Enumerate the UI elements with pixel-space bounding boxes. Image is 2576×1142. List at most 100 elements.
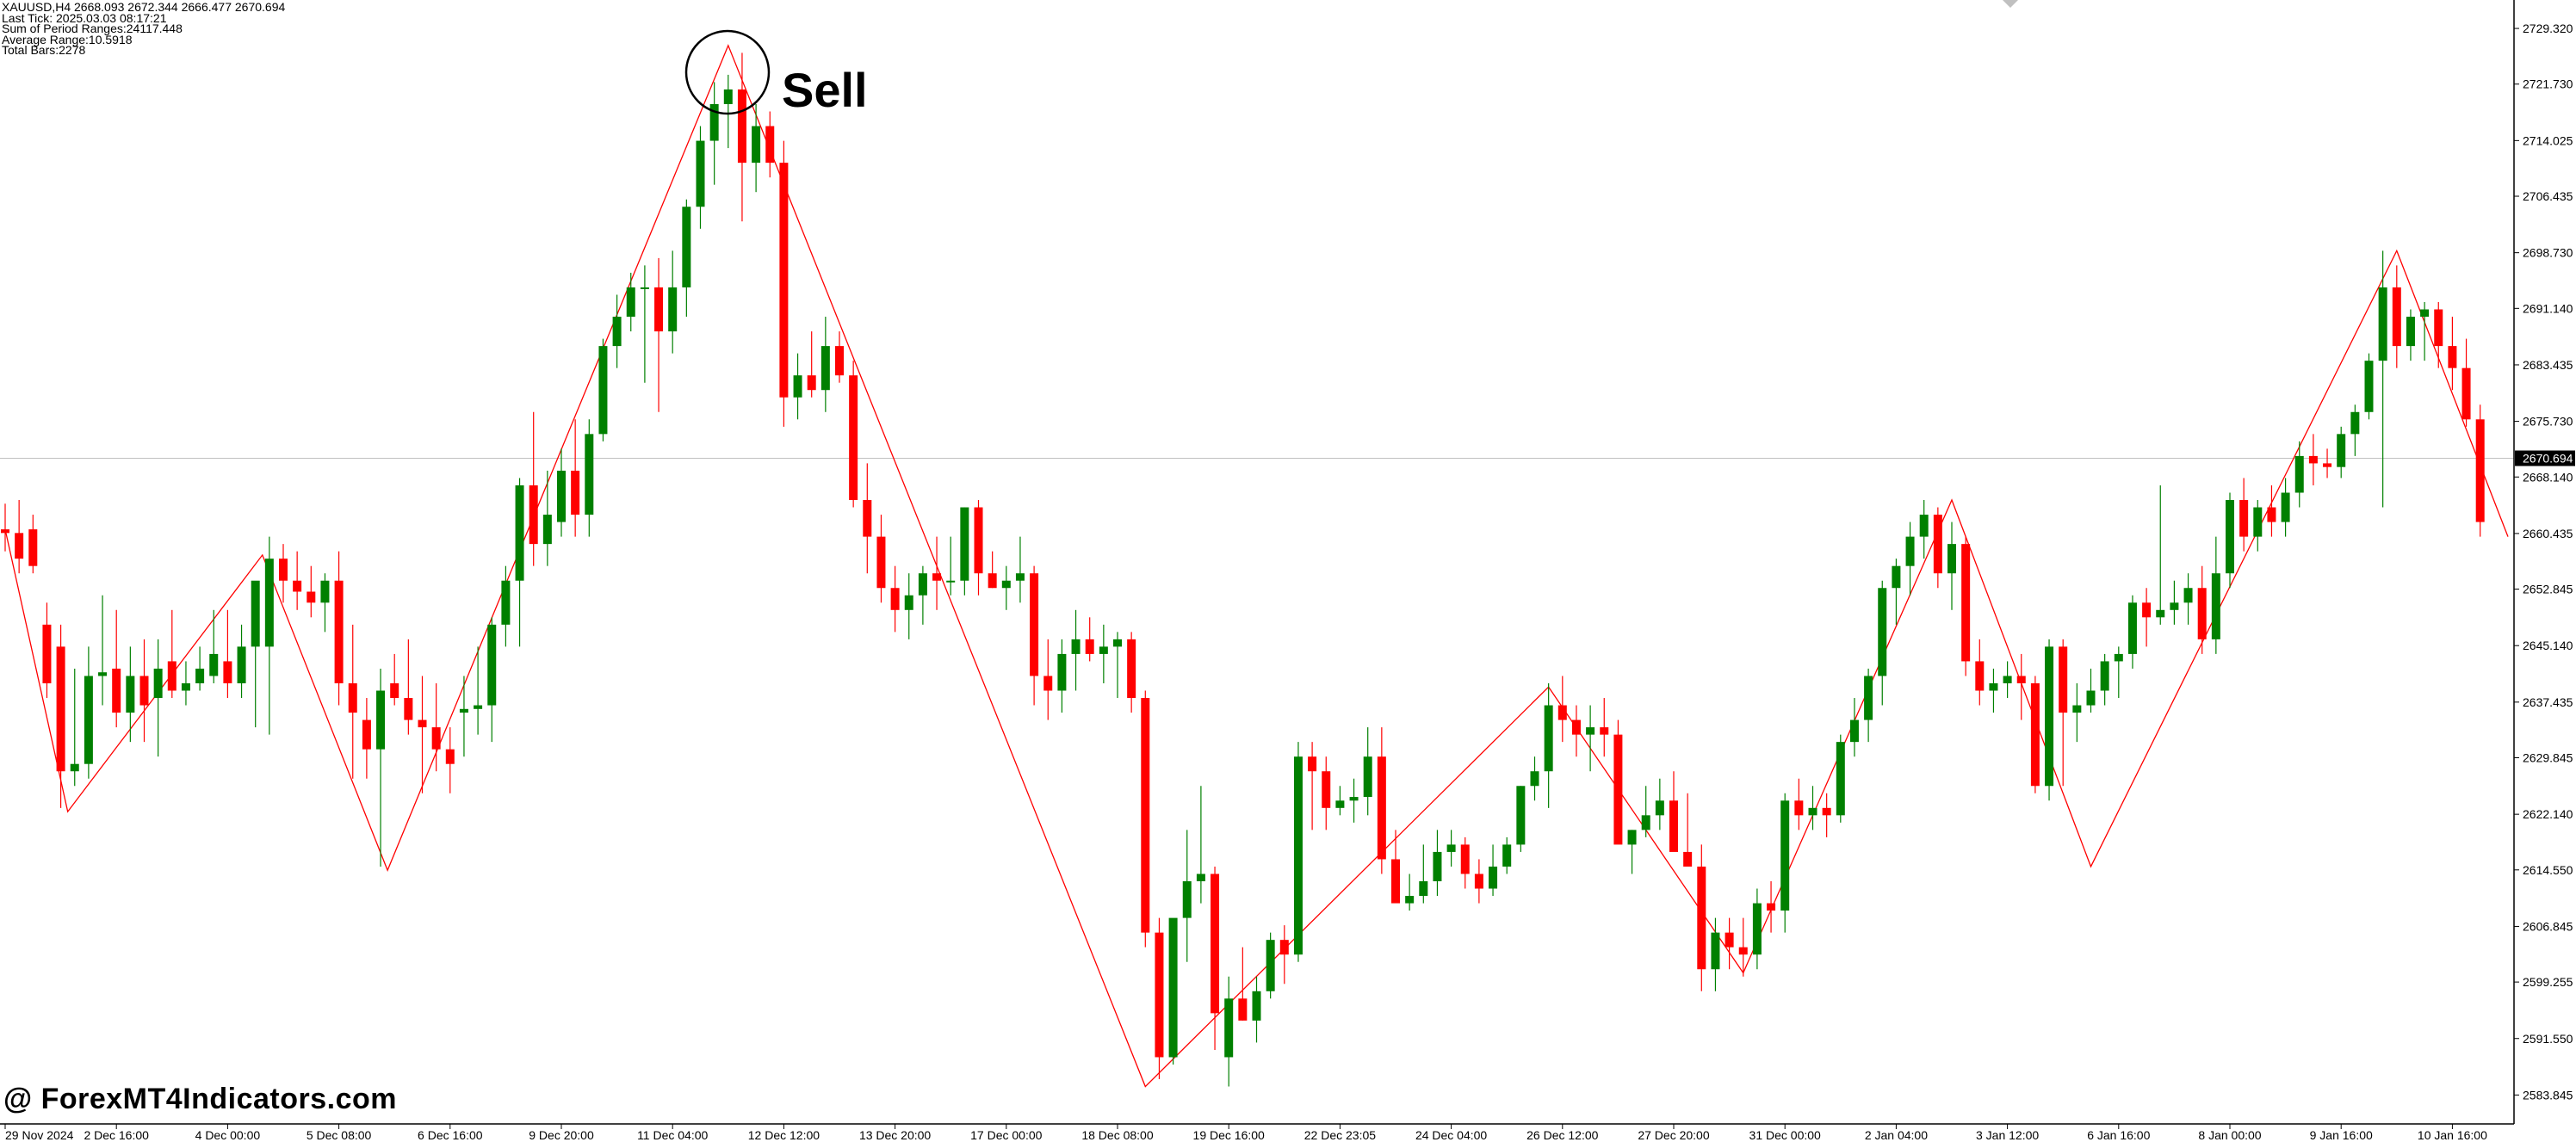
candle-body [1224,998,1234,1058]
candle [2350,404,2360,456]
candle-body [1252,991,1261,1021]
candle [723,74,733,149]
candle-body [1822,807,1831,816]
candle-body [752,126,761,164]
candle [1,503,9,552]
candle [2406,309,2415,361]
candle-body [571,470,580,515]
x-tick-label: 6 Dec 16:00 [418,1128,483,1142]
candle-body [112,668,121,713]
candle-body [376,690,386,750]
candle-body [1322,771,1331,808]
candle-body [2156,609,2165,618]
current-price-tag-bg [2515,450,2575,466]
candle [2475,404,2485,537]
candle-body [2170,602,2179,610]
y-tick-label: 2645.140 [2523,639,2573,652]
candle [1794,778,1804,830]
candle-body [2448,346,2457,368]
x-tick-label: 10 Jan 16:00 [2418,1128,2487,1142]
candle-body [1405,896,1415,904]
sum-ranges-line: Sum of Period Ranges:24117.448 [2,22,183,35]
candle [251,580,260,728]
y-tick-label: 2591.550 [2523,1032,2573,1046]
last-tick-line: Last Tick: 2025.03.03 08:17:21 [2,10,167,25]
candle-body [2239,500,2249,537]
candle-body [1489,866,1498,889]
candle [904,573,913,639]
candle-body [1293,756,1303,955]
candle [974,500,983,596]
candle [153,639,163,757]
candle [307,565,316,618]
candle-body [1030,573,1039,676]
candle-body [404,698,413,720]
candle [1878,580,1887,706]
candle [487,617,497,743]
candle-body [1919,515,1929,537]
candle-body [612,317,622,347]
candle [1196,786,1205,904]
candle-body [251,580,260,647]
candle-body [946,580,956,583]
candle-body [1878,588,1887,676]
candle [1238,947,1248,1021]
candle [1822,793,1831,837]
candle-body [474,705,483,709]
candle-body [709,103,719,141]
y-tick-label: 2599.255 [2523,975,2573,989]
candle [390,653,399,706]
candle [2308,434,2318,485]
candle [2239,478,2249,552]
candle [1322,756,1331,830]
chart-info-panel: XAUUSD,H4 2668.093 2672.344 2666.477 267… [2,1,285,57]
candle-body [2308,455,2318,464]
candle [1127,632,1136,713]
candle-body [626,287,635,318]
candle-body [84,676,93,764]
candle [1460,836,1470,889]
candle [431,682,441,772]
candle-body [2253,507,2263,537]
candle [445,727,455,793]
candle-body [1419,881,1428,897]
candle [946,536,956,596]
candle [1168,917,1178,1065]
candle [849,361,858,508]
candle-body [237,646,246,683]
y-tick-label: 2691.140 [2523,301,2573,315]
candle [1919,500,1929,559]
candle-body [2114,653,2123,662]
total-bars-line: Total Bars:2278 [2,43,86,57]
candle-body [56,646,65,772]
x-tick-label: 3 Jan 12:00 [1976,1128,2039,1142]
candle-body [2226,500,2234,574]
candle-body [2281,492,2290,522]
x-tick-label: 4 Dec 00:00 [195,1128,261,1142]
candle-body [2059,646,2068,713]
candle-body [2030,682,2040,787]
candle [1015,536,1025,603]
candle [404,639,413,735]
candle-body [2183,588,2193,603]
candle [1489,844,1498,897]
y-tick-label: 2729.320 [2523,22,2573,35]
candle [2448,317,2457,391]
candle [988,551,997,589]
candle-body [1057,653,1067,691]
candle [918,565,927,625]
candle-body [1725,932,1734,948]
candle [167,609,176,699]
candle-body [28,529,38,566]
candle-body [765,126,775,164]
candle [1836,734,1845,823]
candle [2337,426,2346,478]
candle-body [529,485,538,545]
candle-body [1669,800,1678,852]
candle [682,199,691,318]
zigzag-indicator [4,44,2509,1088]
candle-body [126,676,135,713]
candle [2267,485,2276,537]
candle [932,536,942,610]
candle [56,624,65,808]
